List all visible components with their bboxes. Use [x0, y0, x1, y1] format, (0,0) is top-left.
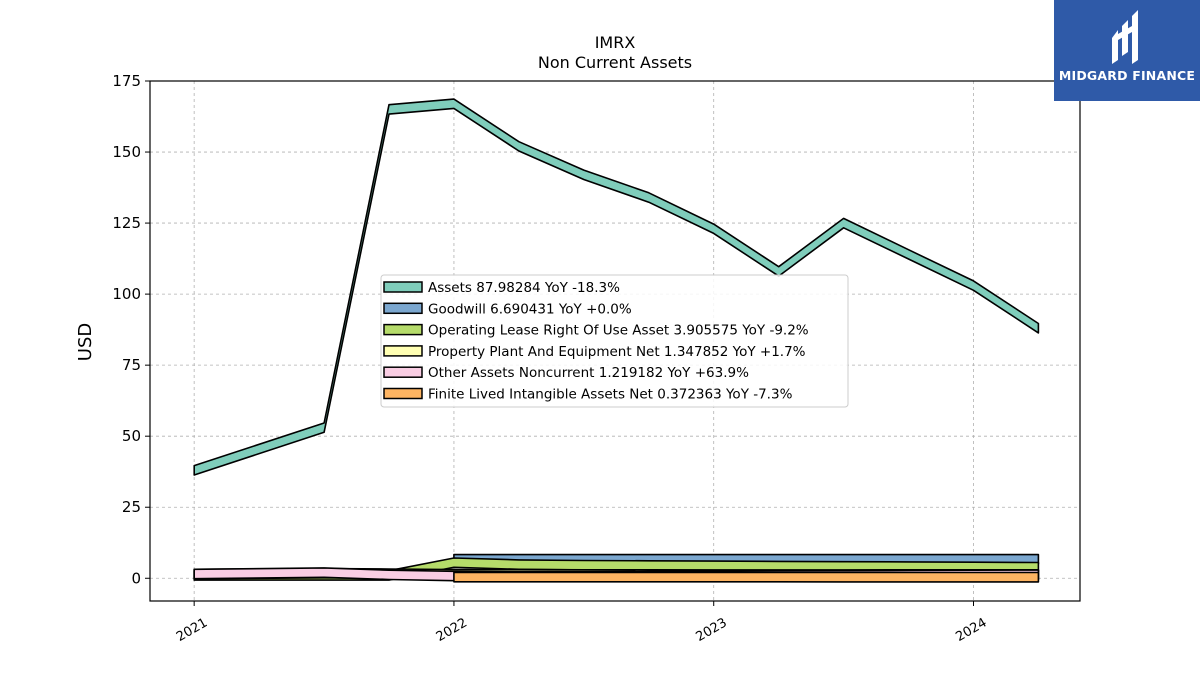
series-area-assets [193, 98, 1040, 476]
legend-swatch [383, 302, 423, 315]
x-tick-label: 2024 [953, 615, 989, 645]
legend-box [380, 274, 849, 408]
y-tick-label: 75 [122, 356, 141, 374]
legend-swatch [383, 387, 423, 400]
y-tick-label: 50 [122, 427, 141, 445]
x-tick-label: 2022 [434, 615, 470, 645]
y-tick-label: 0 [131, 569, 141, 587]
x-tick-layer: 2021 2022 2023 2024 [174, 601, 989, 645]
series-area-finite-lived-intangible-assets-net [453, 571, 1040, 583]
legend-swatch [383, 366, 423, 378]
legend-swatch [383, 281, 423, 293]
midgard-logo-icon [1112, 10, 1138, 64]
legend-entry: Other Assets Noncurrent 1.219182 YoY +63… [428, 365, 749, 381]
x-tick-label: 2023 [694, 615, 730, 645]
y-tick-label: 125 [112, 214, 141, 232]
series-layer [193, 98, 1040, 583]
y-tick-layer: 0 25 50 75 100 125 150 175 [112, 72, 150, 587]
chart-title: IMRX [595, 33, 636, 52]
y-tick-label: 100 [112, 285, 141, 303]
legend-entry: Property Plant And Equipment Net 1.34785… [428, 344, 806, 360]
y-axis-label: USD [75, 323, 96, 361]
legend-swatch [383, 345, 423, 357]
chart-subtitle: Non Current Assets [538, 53, 692, 72]
legend-entry: Finite Lived Intangible Assets Net 0.372… [428, 387, 793, 403]
y-tick-label: 150 [112, 143, 141, 161]
brand-name: MIDGARD FINANCE [1058, 68, 1196, 83]
legend-swatch [383, 323, 423, 336]
legend: Assets 87.98284 YoY -18.3% Goodwill 6.690… [380, 274, 849, 408]
y-tick-label: 175 [112, 72, 141, 90]
brand-logo: MIDGARD FINANCE [1054, 0, 1200, 101]
x-tick-label: 2021 [174, 615, 210, 645]
legend-entry: Assets 87.98284 YoY -18.3% [428, 280, 620, 296]
legend-entry: Goodwill 6.690431 YoY +0.0% [428, 301, 632, 317]
y-tick-label: 25 [122, 498, 141, 516]
legend-entry: Operating Lease Right Of Use Asset 3.905… [428, 323, 809, 339]
plot-frame [149, 80, 1081, 602]
